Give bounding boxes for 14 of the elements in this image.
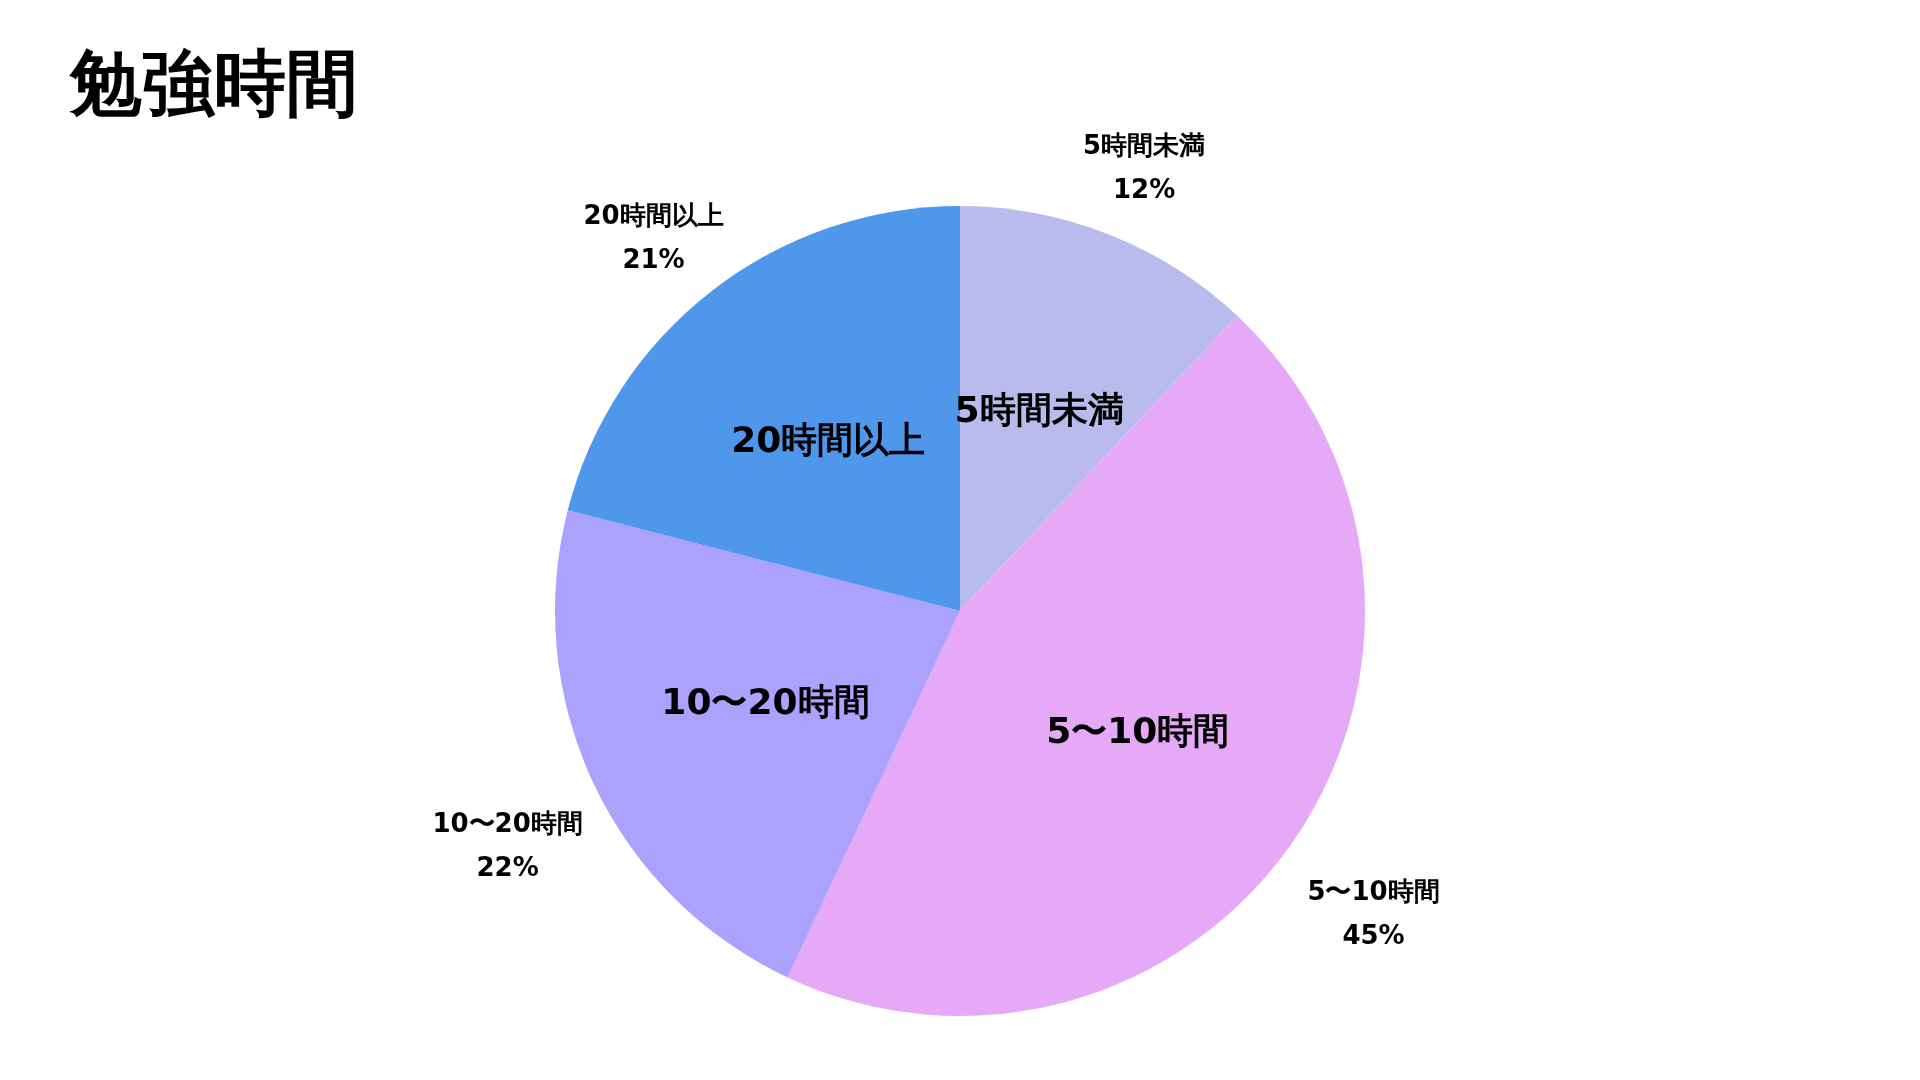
slice-label: 5時間未満 — [1083, 130, 1206, 161]
slice-label: 5時間未満 — [954, 389, 1124, 431]
data-label: 45% — [1342, 920, 1405, 951]
slice-label: 5〜10時間 — [1046, 709, 1230, 751]
data-label: 22% — [476, 851, 539, 882]
slice-label: 5〜10時間 — [1307, 876, 1440, 907]
slice-label: 20時間以上 — [583, 199, 724, 230]
data-label: 12% — [1112, 174, 1176, 205]
data-label: 21% — [622, 243, 685, 274]
chart-title: 勉強時間 — [69, 41, 358, 126]
slice-label: 20時間以上 — [731, 419, 926, 461]
pie-slice — [555, 510, 960, 978]
slice-label: 10〜20時間 — [432, 807, 583, 838]
slice-label: 10〜20時間 — [661, 680, 870, 722]
